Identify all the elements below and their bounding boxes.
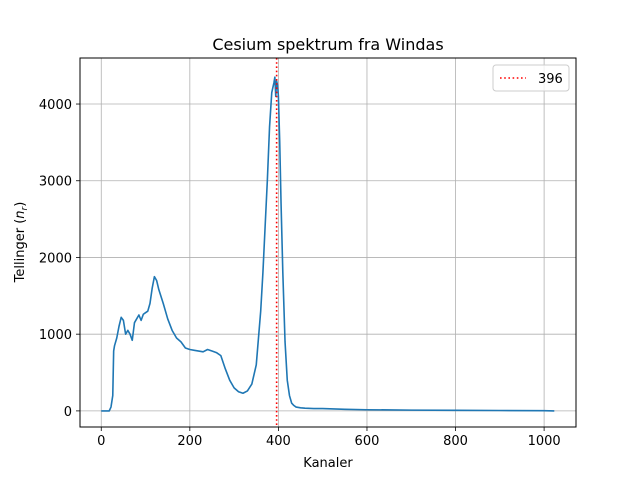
y-tick-label: 4000 (39, 98, 72, 113)
y-axis-label-sub: r (20, 205, 30, 210)
x-tick-label: 600 (355, 434, 380, 449)
y-axis-label: Tellinger (nr) (13, 202, 30, 284)
x-tick-label: 200 (177, 434, 202, 449)
legend: 396 (492, 64, 570, 92)
y-axis-label-main: Tellinger ( (13, 219, 28, 284)
x-tick-label: 800 (443, 434, 468, 449)
y-ticks: 0 1000 2000 3000 4000 (39, 98, 80, 420)
y-tick-label: 0 (64, 405, 72, 420)
series-line-0 (101, 76, 555, 412)
grid (80, 58, 576, 427)
chart-title: Cesium spektrum fra Windas (212, 35, 443, 54)
x-tick-label: 0 (97, 434, 105, 449)
y-tick-label: 3000 (39, 175, 72, 190)
y-tick-label: 2000 (39, 251, 72, 266)
axes-frame (79, 57, 577, 428)
x-axis-label: Kanaler (303, 456, 353, 471)
x-ticks: 0 200 400 600 800 1000 (97, 427, 561, 449)
x-tick-label: 400 (266, 434, 291, 449)
plot-clip-area (101, 58, 555, 427)
y-tick-label: 1000 (39, 328, 72, 343)
legend-label-396: 396 (538, 72, 563, 87)
y-axis-label-end: ) (13, 202, 28, 207)
y-axis-label-var: n (13, 210, 28, 218)
legend-box (492, 64, 570, 92)
x-tick-label: 1000 (528, 434, 561, 449)
